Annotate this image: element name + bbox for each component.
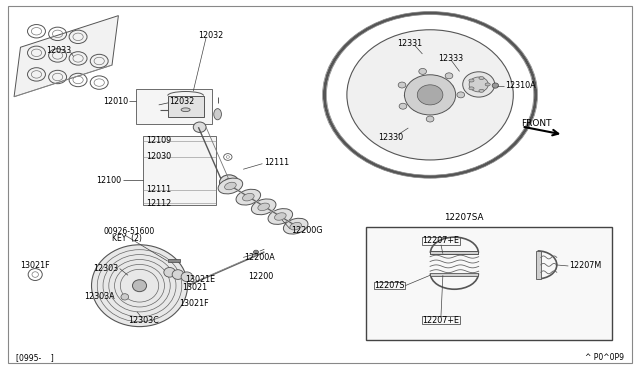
Text: 12207SA: 12207SA [444, 213, 484, 222]
Text: 12030: 12030 [146, 153, 171, 161]
Ellipse shape [172, 270, 184, 279]
Bar [168, 96, 204, 117]
Text: 13021F: 13021F [179, 299, 209, 308]
Circle shape [469, 79, 474, 82]
Ellipse shape [218, 178, 243, 194]
Ellipse shape [290, 222, 301, 230]
Text: ^ P0^0P9: ^ P0^0P9 [585, 353, 624, 362]
Bar [430, 251, 479, 254]
Ellipse shape [181, 272, 193, 282]
Circle shape [404, 93, 412, 98]
Ellipse shape [457, 92, 465, 98]
Text: 12333: 12333 [438, 54, 464, 63]
Text: 12207M: 12207M [570, 262, 602, 270]
Ellipse shape [243, 193, 254, 201]
Ellipse shape [398, 82, 406, 88]
Ellipse shape [463, 72, 495, 97]
Text: 12207S: 12207S [374, 281, 405, 290]
Ellipse shape [469, 77, 488, 92]
Text: 12032: 12032 [198, 31, 224, 40]
Ellipse shape [220, 175, 239, 190]
Circle shape [479, 89, 484, 92]
Text: 12303A: 12303A [84, 292, 115, 301]
Ellipse shape [236, 189, 260, 205]
Ellipse shape [92, 245, 188, 327]
Ellipse shape [121, 294, 129, 300]
Ellipse shape [268, 209, 292, 224]
Ellipse shape [181, 108, 190, 112]
Bar [143, 136, 216, 205]
Bar [422, 316, 460, 324]
Ellipse shape [132, 280, 147, 292]
Polygon shape [14, 16, 118, 97]
Text: 12032: 12032 [170, 97, 195, 106]
Ellipse shape [426, 116, 434, 122]
Text: [0995-    ]: [0995- ] [16, 353, 54, 362]
Ellipse shape [164, 267, 175, 277]
Circle shape [413, 107, 421, 111]
Text: 12331: 12331 [397, 39, 422, 48]
Text: 13021: 13021 [182, 283, 207, 292]
Text: 12111: 12111 [264, 158, 289, 167]
Bar [430, 273, 479, 276]
Text: 13021E: 13021E [186, 275, 216, 284]
Text: 12200: 12200 [248, 272, 273, 281]
Circle shape [446, 85, 454, 89]
Ellipse shape [492, 83, 499, 88]
Text: 12100: 12100 [97, 176, 122, 185]
Text: 12200G: 12200G [291, 226, 323, 235]
Circle shape [469, 87, 474, 90]
Circle shape [485, 83, 490, 86]
Ellipse shape [284, 218, 308, 234]
Ellipse shape [225, 182, 236, 190]
Text: 12010: 12010 [103, 97, 128, 106]
Ellipse shape [419, 68, 426, 74]
Ellipse shape [404, 75, 456, 115]
Text: 12033: 12033 [46, 46, 72, 55]
Bar [136, 89, 212, 124]
Ellipse shape [252, 199, 276, 215]
Text: 12200A: 12200A [244, 253, 275, 262]
Text: 12303C: 12303C [129, 316, 159, 325]
Ellipse shape [225, 179, 234, 186]
Bar [366, 227, 612, 340]
Ellipse shape [258, 203, 269, 211]
Ellipse shape [193, 122, 206, 132]
Text: 12330: 12330 [378, 133, 403, 142]
Ellipse shape [214, 109, 221, 120]
Text: KEY  (2): KEY (2) [112, 234, 142, 243]
Text: 12303: 12303 [93, 264, 118, 273]
Ellipse shape [399, 103, 407, 109]
Circle shape [412, 79, 420, 84]
Text: FRONT: FRONT [522, 119, 552, 128]
Text: 12109: 12109 [146, 136, 171, 145]
Circle shape [479, 77, 484, 80]
Text: 13021F: 13021F [20, 262, 50, 270]
Circle shape [431, 76, 438, 80]
Ellipse shape [445, 73, 453, 79]
Bar [422, 237, 460, 245]
Ellipse shape [275, 213, 286, 220]
Bar [168, 259, 180, 262]
Text: 12111: 12111 [146, 185, 171, 194]
Ellipse shape [417, 85, 443, 105]
Bar [536, 251, 541, 279]
Text: 12207+E: 12207+E [422, 316, 460, 325]
Text: 12112: 12112 [146, 199, 171, 208]
Ellipse shape [347, 30, 513, 160]
Text: 00926-51600: 00926-51600 [104, 227, 155, 236]
Text: 12310A: 12310A [506, 81, 536, 90]
Circle shape [442, 105, 450, 109]
Text: 12207+E: 12207+E [422, 236, 460, 245]
Ellipse shape [253, 250, 259, 254]
Bar [374, 282, 405, 289]
Bar [430, 251, 479, 254]
